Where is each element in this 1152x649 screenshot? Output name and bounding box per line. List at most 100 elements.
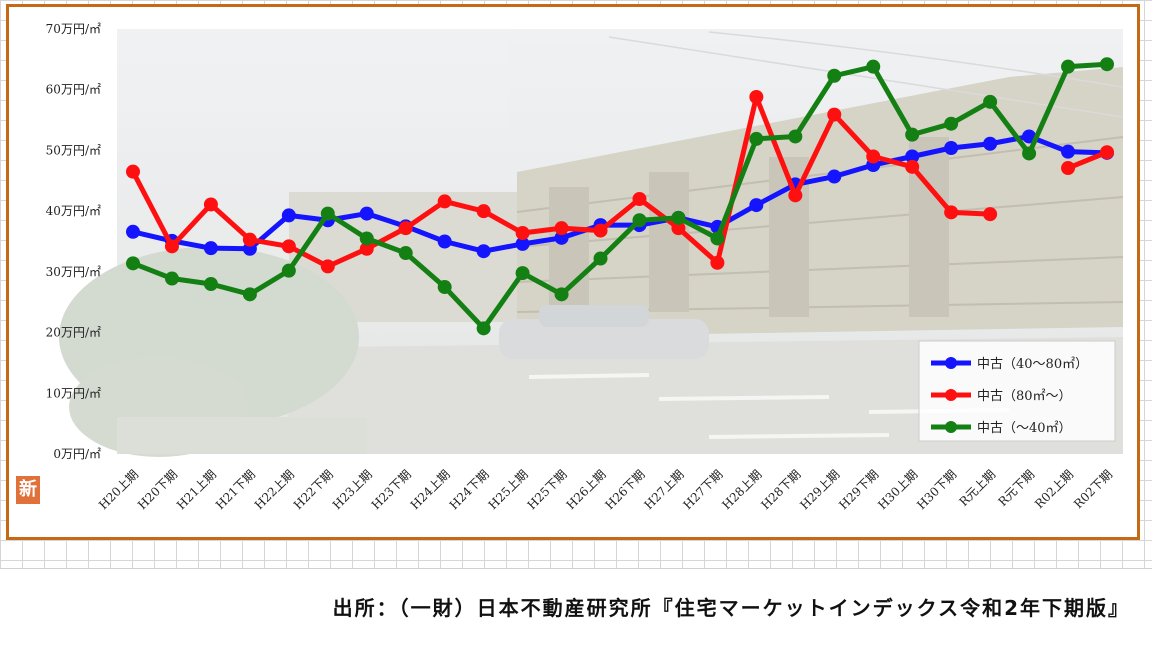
data-point — [1100, 145, 1114, 160]
y-tick-label: 70万円/㎡ — [46, 22, 101, 36]
x-tick-label: H20上期 — [96, 467, 141, 512]
x-tick-label: H21下期 — [213, 467, 258, 512]
data-point — [905, 149, 920, 164]
x-tick-label: H28下期 — [758, 467, 803, 512]
data-point — [944, 141, 959, 155]
y-tick-label: 60万円/㎡ — [46, 83, 101, 97]
legend-marker — [945, 389, 957, 401]
data-point — [437, 234, 452, 249]
data-point — [320, 259, 335, 274]
x-tick-label: H24上期 — [408, 467, 453, 512]
data-point — [476, 321, 491, 336]
series-2 — [126, 90, 1114, 274]
data-point — [398, 221, 413, 236]
x-tick-label: R元上期 — [956, 467, 998, 509]
data-point — [827, 107, 842, 122]
data-point — [866, 59, 881, 74]
series-3 — [126, 57, 1114, 336]
data-point — [203, 277, 218, 291]
data-point — [905, 127, 920, 142]
x-tick-label: H29下期 — [836, 467, 881, 512]
legend-label: 中古（40～80㎡） — [977, 357, 1088, 372]
source-band — [0, 568, 1152, 649]
y-tick-label: 0万円/㎡ — [53, 447, 101, 461]
data-point — [242, 232, 257, 247]
data-point — [671, 210, 686, 225]
new-badge: 新 — [16, 476, 40, 504]
source-note: 出所：（一財）日本不動産研究所『住宅マーケットインデックス令和2年下期版』 — [332, 596, 1130, 620]
x-tick-label: H22下期 — [291, 467, 336, 512]
x-tick-label: H26上期 — [564, 467, 609, 512]
data-point — [437, 194, 452, 209]
x-tick-label: H20下期 — [135, 467, 180, 512]
data-point — [749, 198, 764, 213]
data-point — [281, 208, 296, 223]
data-point — [164, 239, 179, 254]
data-point — [515, 226, 530, 240]
data-point — [476, 244, 491, 259]
data-point — [983, 94, 998, 109]
data-point — [593, 251, 608, 266]
data-point — [281, 239, 296, 254]
data-point — [632, 192, 647, 206]
data-point — [126, 256, 140, 271]
data-point — [827, 68, 842, 83]
data-point — [515, 236, 530, 251]
series-layer — [126, 57, 1114, 336]
data-point — [126, 164, 140, 179]
data-point — [281, 263, 296, 278]
x-tick-label: H27下期 — [680, 467, 725, 512]
data-point — [1061, 59, 1076, 74]
y-axis: 0万円/㎡ 10万円/㎡ 20万円/㎡ 30万円/㎡ 40万円/㎡ 50万円/㎡ 60万円/… — [46, 22, 101, 461]
data-point — [398, 246, 413, 261]
legend-marker — [945, 421, 957, 433]
legend: 中古（40～80㎡） 中古（80㎡～） 中古（～40㎡） — [918, 340, 1116, 442]
chart-frame: 0万円/㎡ 10万円/㎡ 20万円/㎡ 30万円/㎡ 40万円/㎡ 50万円/㎡ 60万円/… — [6, 4, 1140, 540]
x-tick-label: H25下期 — [525, 467, 570, 512]
data-point — [983, 207, 998, 222]
data-point — [359, 241, 374, 256]
x-tick-label: R元下期 — [995, 467, 1037, 509]
data-point — [203, 197, 218, 212]
data-point — [866, 149, 881, 164]
data-point — [1022, 146, 1037, 161]
data-point — [476, 204, 491, 219]
x-tick-label: H27上期 — [641, 467, 686, 512]
x-tick-label: R02上期 — [1032, 467, 1076, 511]
data-point — [788, 188, 803, 203]
data-point — [164, 271, 179, 286]
x-tick-label: H23上期 — [330, 467, 375, 512]
data-point — [788, 129, 803, 144]
data-point — [983, 136, 998, 151]
x-tick-label: H22上期 — [252, 467, 297, 512]
y-tick-label: 40万円/㎡ — [46, 204, 101, 218]
data-point — [554, 287, 569, 302]
data-point — [749, 90, 764, 104]
data-point — [1100, 57, 1114, 72]
data-point — [944, 116, 959, 131]
data-point — [710, 255, 725, 270]
x-tick-label: H29上期 — [797, 467, 842, 512]
y-tick-label: 50万円/㎡ — [46, 143, 101, 157]
data-point — [710, 231, 725, 246]
data-point — [242, 287, 257, 302]
x-tick-label: H23下期 — [369, 467, 414, 512]
data-point — [671, 221, 686, 236]
data-point — [554, 230, 569, 245]
y-tick-label: 20万円/㎡ — [46, 326, 101, 340]
data-point — [1061, 161, 1076, 176]
x-tick-label: H21上期 — [174, 467, 219, 512]
data-point — [827, 169, 842, 184]
x-tick-label: H26下期 — [603, 467, 648, 512]
x-tick-label: H30上期 — [875, 467, 920, 512]
data-point — [320, 206, 335, 221]
x-tick-label: R02下期 — [1071, 467, 1115, 511]
data-point — [359, 231, 374, 246]
x-tick-label: H30下期 — [914, 467, 959, 512]
data-point — [593, 223, 608, 238]
legend-marker — [945, 357, 957, 369]
line-chart: 0万円/㎡ 10万円/㎡ 20万円/㎡ 30万円/㎡ 40万円/㎡ 50万円/㎡ 60万円/… — [46, 22, 1124, 512]
legend-label: 中古（80㎡～） — [977, 389, 1072, 404]
x-axis: H20上期H20下期H21上期H21下期H22上期H22下期H23上期H23下期… — [96, 467, 1115, 512]
data-point — [905, 159, 920, 174]
